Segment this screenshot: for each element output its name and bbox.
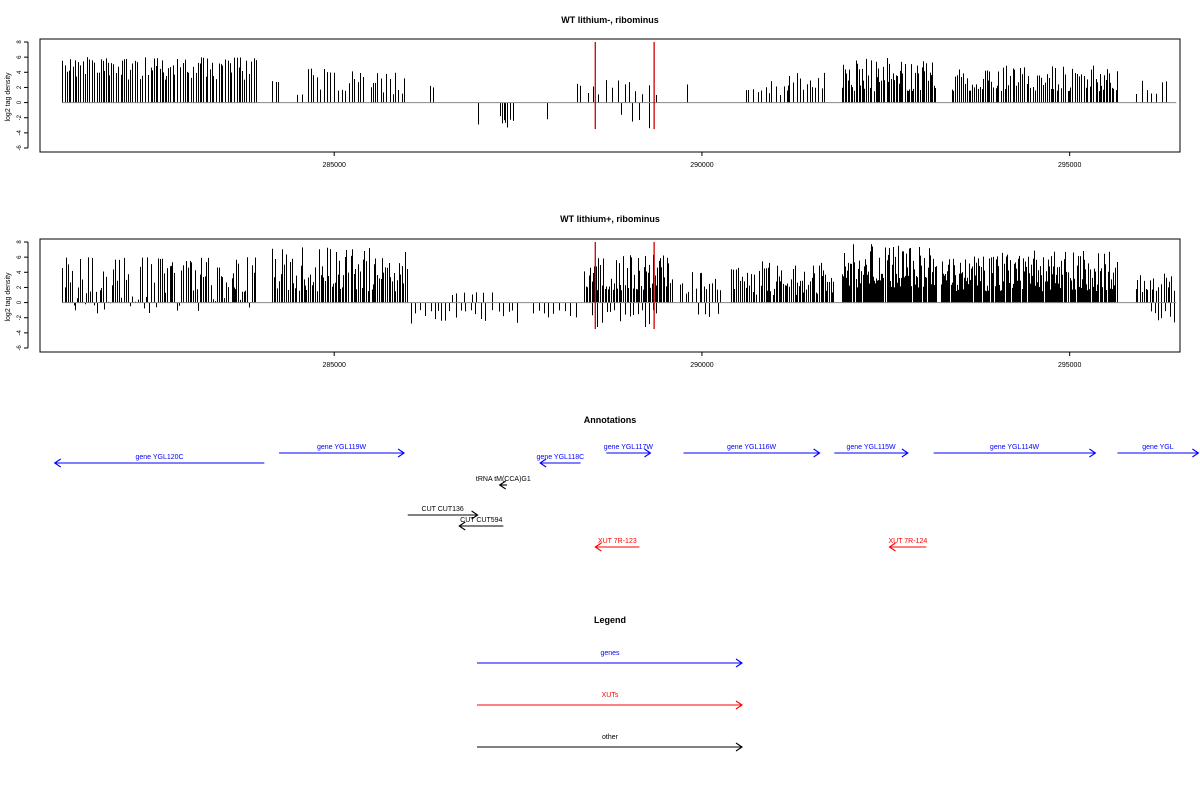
annotation-arrow-head — [458, 521, 466, 531]
annotation-label: gene YGL114W — [990, 444, 1040, 451]
track-panel-lithium-plus: WT lithium+, ribominus log2 tag density … — [5, 214, 1181, 369]
x-tick-label: 285000 — [323, 362, 346, 369]
annotation-arrow: XUT 7R-124 — [888, 538, 927, 552]
annotation-arrow-head — [1089, 448, 1097, 458]
annotation-label: gene YGL116W — [727, 444, 777, 451]
annotation-arrow: tRNA tM(CCA)G1 — [476, 476, 531, 490]
annotation-arrow: gene YGL115W — [834, 444, 909, 458]
x-axis: 285000 290000 295000 — [323, 352, 1081, 369]
bars — [62, 57, 1167, 129]
legend-label: other — [602, 734, 619, 741]
annotation-arrow: gene YGL118C — [537, 454, 585, 468]
annotation-label: CUT CUT594 — [460, 517, 502, 524]
y-tick-label: 0 — [17, 300, 23, 304]
y-tick-label: -4 — [17, 130, 23, 136]
annotation-label: gene YGL117W — [604, 444, 654, 451]
y-tick-label: -6 — [17, 345, 23, 351]
y-tick-label: 8 — [17, 40, 23, 44]
annotation-label: gene YGL115W — [847, 444, 897, 451]
y-axis-label: log2 tag density — [5, 272, 12, 322]
annotations-title: Annotations — [584, 415, 637, 425]
annotation-label: XUT 7R-124 — [888, 538, 927, 545]
y-axis: -6 -4 -2 0 2 4 6 8 — [17, 240, 29, 351]
legend-label: genes — [600, 650, 620, 657]
annotation-arrow-head — [471, 510, 479, 520]
annotation-label: gene YGL118C — [537, 454, 585, 461]
panel-title: WT lithium-, ribominus — [561, 15, 659, 25]
bars — [62, 244, 1175, 327]
x-axis: 285000 290000 295000 — [323, 152, 1081, 169]
y-tick-label: -6 — [17, 145, 23, 151]
x-tick-label: 290000 — [690, 162, 713, 169]
y-tick-label: -4 — [17, 330, 23, 336]
y-tick-label: 2 — [17, 85, 23, 89]
legend-arrow-head — [735, 658, 743, 668]
legend-arrow: XUTs — [477, 692, 743, 710]
y-tick-label: 8 — [17, 240, 23, 244]
annotation-arrow: XUT 7R-123 — [594, 538, 640, 552]
annotation-arrow-head — [901, 448, 909, 458]
y-tick-label: 4 — [17, 70, 23, 74]
y-tick-label: 6 — [17, 255, 23, 259]
annotation-label: gene YGL119W — [317, 444, 367, 451]
plot-frame — [39, 238, 1181, 353]
annotation-arrow: gene YGL117W — [604, 444, 654, 458]
y-tick-label: 4 — [17, 270, 23, 274]
annotation-arrow: gene YGL — [1117, 444, 1200, 458]
annotation-arrow: gene YGL114W — [933, 444, 1097, 458]
x-tick-label: 295000 — [1058, 162, 1081, 169]
legend-items: genes XUTs other — [477, 650, 743, 752]
legend-label: XUTs — [602, 692, 619, 699]
y-tick-label: 6 — [17, 55, 23, 59]
annotation-arrow-head — [1192, 448, 1200, 458]
legend-title: Legend — [594, 615, 626, 625]
y-tick-label: -2 — [17, 314, 23, 320]
annotation-arrow-head — [644, 448, 652, 458]
annotation-arrow-head — [813, 448, 821, 458]
legend-arrow: other — [477, 734, 743, 752]
x-tick-label: 290000 — [690, 362, 713, 369]
annotation-arrow: gene YGL119W — [279, 444, 406, 458]
annotation-arrow: gene YGL116W — [683, 444, 821, 458]
annotation-arrow: gene YGL120C — [53, 454, 265, 468]
panel-title: WT lithium+, ribominus — [560, 214, 660, 224]
y-tick-label: -2 — [17, 114, 23, 120]
plot-frame — [39, 38, 1181, 153]
y-axis-label: log2 tag density — [5, 72, 12, 122]
annotation-arrow: CUT CUT136 — [407, 506, 479, 520]
legend-arrow-head — [735, 700, 743, 710]
annotation-arrow-head — [498, 480, 506, 490]
legend-arrow-head — [735, 742, 743, 752]
annotation-label: XUT 7R-123 — [598, 538, 637, 545]
annotation-arrow-head — [397, 448, 406, 458]
annotation-label: gene YGL — [1142, 444, 1174, 451]
y-tick-label: 0 — [17, 100, 23, 104]
annotation-features: gene YGL120C gene YGL119W gene YGL118C gene… — [53, 444, 1200, 552]
annotation-arrow: CUT CUT594 — [458, 517, 504, 531]
x-tick-label: 285000 — [323, 162, 346, 169]
annotation-arrow-head — [53, 458, 62, 468]
annotation-arrow-head — [888, 542, 896, 552]
legend-panel: Legend genes XUTs other — [477, 615, 743, 752]
y-axis: -6 -4 -2 0 2 4 6 8 — [17, 40, 29, 151]
track-panel-lithium-minus: WT lithium-, ribominus log2 tag density … — [5, 15, 1181, 169]
annotation-arrow-head — [539, 458, 547, 468]
annotation-label: CUT CUT136 — [422, 506, 464, 513]
annotation-arrow-head — [594, 542, 602, 552]
x-tick-label: 295000 — [1058, 362, 1081, 369]
y-tick-label: 2 — [17, 285, 23, 289]
legend-arrow: genes — [477, 650, 743, 668]
annotation-label: tRNA tM(CCA)G1 — [476, 476, 531, 483]
annotation-label: gene YGL120C — [135, 454, 183, 461]
